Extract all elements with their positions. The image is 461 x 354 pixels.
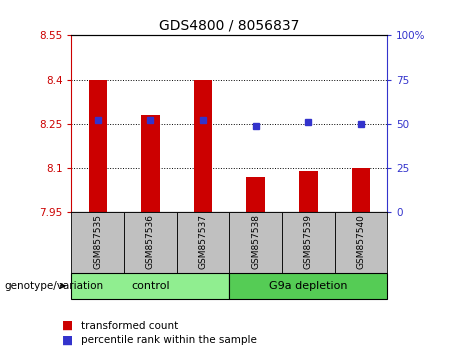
Bar xyxy=(71,212,124,273)
Text: G9a depletion: G9a depletion xyxy=(269,281,348,291)
Text: GSM857538: GSM857538 xyxy=(251,214,260,269)
Text: genotype/variation: genotype/variation xyxy=(5,281,104,291)
Bar xyxy=(141,115,160,212)
Bar xyxy=(299,171,318,212)
Bar xyxy=(229,273,387,299)
Text: ■: ■ xyxy=(62,319,73,332)
Bar xyxy=(229,212,282,273)
Bar xyxy=(352,168,370,212)
Bar xyxy=(177,212,229,273)
Bar xyxy=(71,273,230,299)
Text: GSM857536: GSM857536 xyxy=(146,214,155,269)
Text: GSM857537: GSM857537 xyxy=(199,214,207,269)
Text: ■: ■ xyxy=(62,333,73,346)
Bar xyxy=(282,212,335,273)
Text: GSM857535: GSM857535 xyxy=(93,214,102,269)
Text: transformed count: transformed count xyxy=(81,321,178,331)
Bar xyxy=(247,177,265,212)
Text: control: control xyxy=(131,281,170,291)
Title: GDS4800 / 8056837: GDS4800 / 8056837 xyxy=(159,19,300,33)
Text: percentile rank within the sample: percentile rank within the sample xyxy=(81,335,257,345)
Bar xyxy=(124,212,177,273)
Text: GSM857539: GSM857539 xyxy=(304,214,313,269)
Bar xyxy=(194,80,212,212)
Bar xyxy=(89,80,107,212)
Text: GSM857540: GSM857540 xyxy=(356,214,366,269)
Bar xyxy=(335,212,387,273)
